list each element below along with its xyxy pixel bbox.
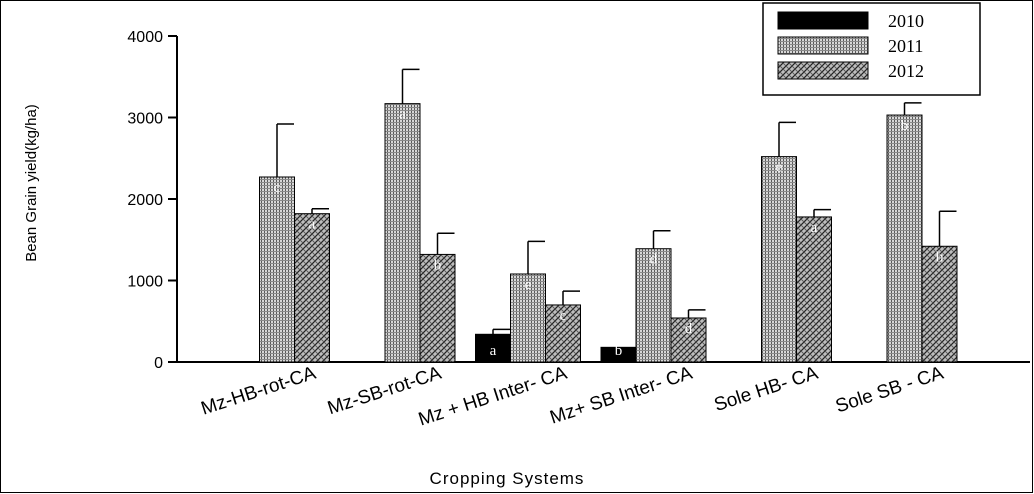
significance-letter: a: [490, 343, 497, 359]
legend-swatch-2011: [777, 36, 869, 55]
significance-letter: a: [309, 217, 316, 233]
legend-label: 2011: [888, 36, 923, 56]
x-tick-label: Mz+ SB Inter- CA: [547, 363, 695, 429]
bar-2012: [545, 304, 581, 363]
y-ticks: 0 1000 2000 3000 4000: [127, 29, 177, 372]
significance-letter: a: [811, 220, 818, 236]
significance-letter: c: [274, 180, 281, 196]
significance-letter: a: [399, 107, 406, 123]
significance-letter: b: [936, 249, 944, 265]
bar-2012: [670, 317, 707, 363]
x-axis-label: Cropping Systems: [430, 469, 585, 488]
y-tick-label: 1000: [127, 274, 163, 291]
bar-2011: [761, 156, 797, 363]
bar-2011: [259, 176, 295, 363]
y-axis-label: Bean Grain yield(kg/ha): [23, 104, 40, 262]
legend-label: 2010: [888, 11, 924, 31]
bar-2011: [886, 114, 923, 363]
legend-swatch-2012: [777, 61, 869, 80]
y-tick-label: 2000: [127, 192, 163, 209]
bar-2011: [635, 248, 672, 363]
y-tick-label: 0: [154, 355, 163, 372]
significance-letter: e: [525, 277, 532, 293]
significance-letter: b: [615, 343, 623, 359]
significance-letter: b: [901, 118, 909, 134]
significance-letter: e: [776, 160, 783, 176]
significance-letter: b: [434, 257, 442, 273]
x-tick-label: Sole HB- CA: [712, 363, 821, 416]
bar-2012: [294, 213, 330, 363]
x-tick-label: Sole SB - CA: [833, 363, 946, 418]
significance-letter: c: [560, 308, 567, 324]
y-tick-label: 3000: [127, 111, 163, 128]
significance-letter: d: [685, 321, 693, 337]
bars: c a a b a e c b d d e a b b: [259, 68, 958, 363]
bar-2012: [921, 245, 958, 363]
bar-2012: [419, 253, 456, 363]
y-tick-label: 4000: [127, 29, 163, 46]
legend: 2010 2011 2012: [762, 2, 981, 96]
bar-2011: [384, 103, 421, 363]
bar-2012: [796, 216, 832, 363]
significance-letter: d: [650, 252, 658, 268]
x-tick-label: Mz-HB-rot-CA: [199, 363, 319, 420]
legend-swatch-2010: [777, 11, 869, 30]
legend-label: 2012: [888, 61, 924, 81]
